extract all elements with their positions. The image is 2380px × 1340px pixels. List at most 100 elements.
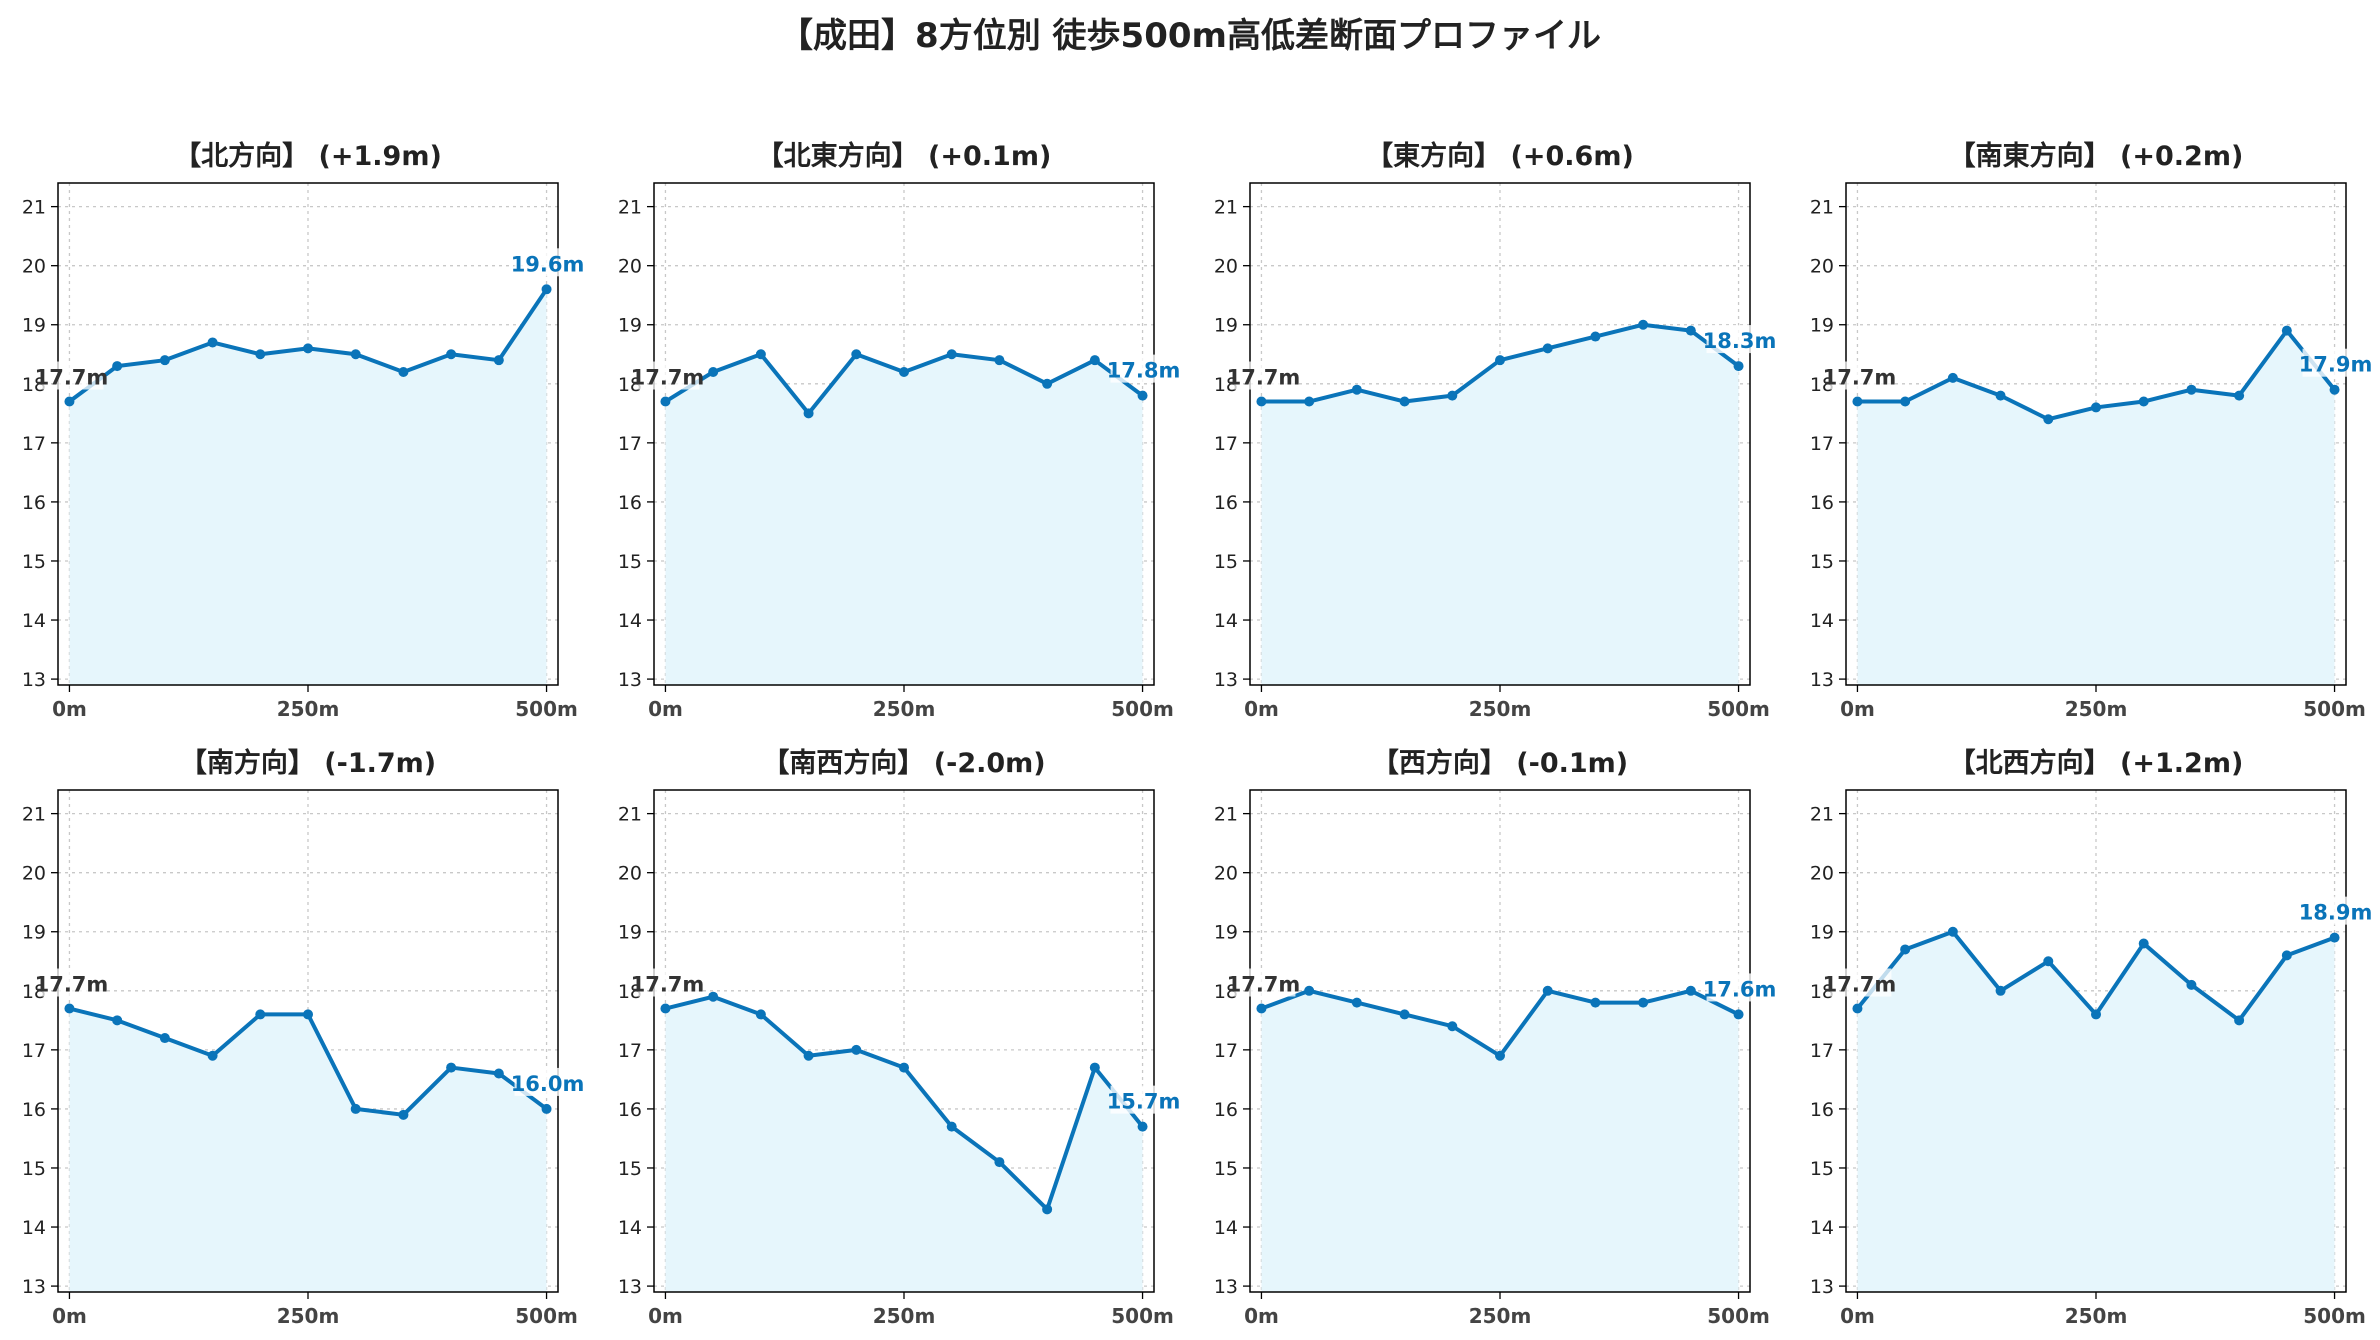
data-point bbox=[493, 355, 504, 366]
data-point bbox=[1042, 1204, 1053, 1215]
y-tick-label: 15 bbox=[22, 1158, 46, 1180]
y-tick-label: 13 bbox=[1810, 1276, 1834, 1298]
data-point bbox=[398, 366, 409, 377]
x-tick-label: 0m bbox=[1840, 1304, 1875, 1328]
data-point bbox=[303, 343, 313, 354]
y-tick-label: 16 bbox=[22, 1099, 46, 1121]
start-elevation-label: 17.7m bbox=[1823, 366, 1897, 390]
subplot-title: 【西方向】 (-0.1m) bbox=[1372, 747, 1628, 779]
data-point bbox=[1351, 384, 1362, 395]
y-tick-label: 13 bbox=[1214, 1276, 1238, 1298]
subplot-title: 【南西方向】 (-2.0m) bbox=[762, 747, 1045, 779]
y-tick-label: 17 bbox=[1214, 433, 1238, 455]
y-tick-label: 21 bbox=[618, 804, 642, 826]
data-point bbox=[112, 1015, 123, 1026]
data-point bbox=[159, 355, 170, 366]
x-tick-label: 250m bbox=[873, 1304, 936, 1328]
elevation-area bbox=[69, 289, 547, 685]
y-tick-label: 18 bbox=[1810, 981, 1834, 1003]
start-elevation-label: 17.7m bbox=[1227, 973, 1301, 997]
y-tick-label: 21 bbox=[1810, 197, 1834, 219]
data-point bbox=[2091, 1009, 2101, 1020]
subplot-title: 【北東方向】 (+0.1m) bbox=[757, 140, 1052, 172]
data-point bbox=[446, 1062, 457, 1073]
y-tick-label: 19 bbox=[618, 922, 642, 944]
x-tick-label: 500m bbox=[1707, 1304, 1770, 1328]
data-point bbox=[1399, 1009, 1410, 1020]
data-point bbox=[1995, 390, 2006, 401]
x-tick-label: 500m bbox=[1111, 1304, 1174, 1328]
data-point bbox=[1089, 355, 1100, 366]
y-tick-label: 18 bbox=[618, 374, 642, 396]
y-tick-label: 20 bbox=[1810, 256, 1834, 278]
data-point bbox=[1256, 396, 1267, 407]
end-label-bg bbox=[2302, 348, 2369, 377]
subplot-8: 13 14 15 16 17 18 19 20 21 0m 250m 500m 【北西方向】 (+1.2… bbox=[1810, 747, 2373, 1328]
elevation-area bbox=[69, 1008, 547, 1292]
x-tick-label: 500m bbox=[515, 697, 578, 721]
elevation-area bbox=[1261, 990, 1739, 1292]
y-tick-label: 20 bbox=[1214, 256, 1238, 278]
x-tick-label: 250m bbox=[1469, 1304, 1532, 1328]
y-tick-label: 17 bbox=[1214, 1040, 1238, 1062]
start-label-bg bbox=[637, 361, 700, 390]
data-point bbox=[2329, 932, 2340, 943]
y-tick-label: 13 bbox=[22, 669, 46, 691]
start-elevation-label: 17.7m bbox=[1227, 366, 1301, 390]
y-tick-label: 14 bbox=[22, 610, 46, 632]
start-label-bg bbox=[1233, 361, 1296, 390]
y-tick-label: 20 bbox=[618, 256, 642, 278]
start-label-bg bbox=[1829, 968, 1892, 997]
y-tick-label: 18 bbox=[618, 981, 642, 1003]
elevation-area bbox=[1857, 330, 2335, 685]
data-point bbox=[2138, 938, 2149, 949]
y-tick-label: 17 bbox=[22, 1040, 46, 1062]
y-tick-label: 15 bbox=[618, 1158, 642, 1180]
start-label-bg bbox=[1233, 968, 1296, 997]
end-label-bg bbox=[1706, 973, 1773, 1002]
y-tick-label: 20 bbox=[618, 863, 642, 885]
data-point bbox=[994, 355, 1005, 366]
data-point bbox=[159, 1033, 170, 1044]
elevation-area bbox=[1857, 931, 2335, 1292]
subplot-2: 13 14 15 16 17 18 19 20 21 0m 250m 500m 【北東方向】 (+0.1… bbox=[618, 140, 1181, 721]
data-point bbox=[946, 349, 957, 360]
y-tick-label: 15 bbox=[618, 551, 642, 573]
y-tick-label: 19 bbox=[1810, 922, 1834, 944]
subplot-5: 13 14 15 16 17 18 19 20 21 0m 250m 500m 【南方向】 (-1.7m… bbox=[22, 747, 585, 1328]
x-tick-label: 500m bbox=[1111, 697, 1174, 721]
y-tick-label: 21 bbox=[22, 804, 46, 826]
y-tick-label: 20 bbox=[1810, 863, 1834, 885]
data-point bbox=[493, 1068, 504, 1079]
y-tick-label: 17 bbox=[618, 433, 642, 455]
data-point bbox=[2234, 390, 2245, 401]
y-tick-label: 20 bbox=[22, 863, 46, 885]
x-tick-label: 250m bbox=[2065, 697, 2128, 721]
x-tick-label: 0m bbox=[1840, 697, 1875, 721]
data-point bbox=[2281, 325, 2292, 336]
y-tick-label: 16 bbox=[1214, 492, 1238, 514]
y-tick-label: 19 bbox=[1214, 922, 1238, 944]
data-point bbox=[1947, 926, 1958, 937]
data-point bbox=[803, 408, 814, 419]
y-tick-label: 13 bbox=[618, 1276, 642, 1298]
data-point bbox=[1351, 997, 1362, 1008]
data-point bbox=[1399, 396, 1410, 407]
subplot-title: 【北西方向】 (+1.2m) bbox=[1949, 747, 2244, 779]
data-point bbox=[1256, 1003, 1267, 1014]
end-elevation-label: 18.3m bbox=[1703, 329, 1777, 353]
data-point bbox=[1304, 985, 1315, 996]
data-point bbox=[2186, 384, 2197, 395]
y-tick-label: 15 bbox=[1214, 551, 1238, 573]
y-tick-label: 17 bbox=[1810, 1040, 1834, 1062]
data-point bbox=[2043, 414, 2054, 425]
data-point bbox=[2043, 956, 2054, 967]
data-point bbox=[64, 1003, 75, 1014]
x-tick-label: 500m bbox=[515, 1304, 578, 1328]
data-point bbox=[541, 1103, 552, 1114]
data-point bbox=[1638, 997, 1649, 1008]
data-point bbox=[1900, 944, 1911, 955]
y-tick-label: 14 bbox=[1214, 610, 1238, 632]
end-label-bg bbox=[1110, 1085, 1177, 1114]
y-tick-label: 20 bbox=[22, 256, 46, 278]
